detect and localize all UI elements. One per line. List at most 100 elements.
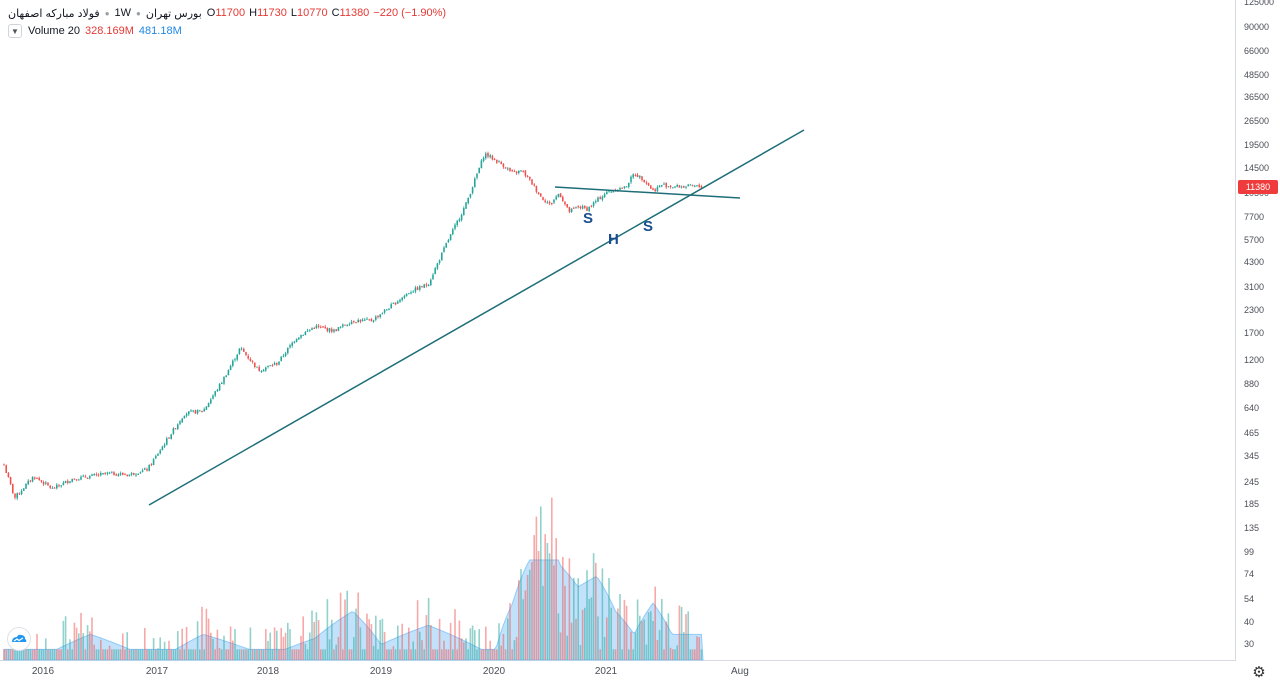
candle-body bbox=[199, 410, 201, 412]
candle-body bbox=[522, 170, 524, 172]
volume-bar bbox=[317, 620, 320, 660]
volume-bar bbox=[504, 649, 507, 660]
candle-body bbox=[177, 424, 179, 429]
y-tick-label: 54 bbox=[1244, 593, 1255, 604]
volume-bar bbox=[636, 599, 639, 660]
candle-body bbox=[31, 476, 34, 482]
volume-bar bbox=[170, 649, 172, 660]
volume-bar bbox=[212, 638, 214, 660]
candle-body bbox=[485, 153, 487, 159]
tradingview-logo-icon[interactable] bbox=[7, 627, 31, 651]
volume-bar bbox=[278, 649, 280, 660]
time-axis[interactable]: 2016 2017 2018 2019 2020 2021 Aug bbox=[0, 661, 1236, 685]
volume-bar bbox=[557, 613, 560, 660]
candle-body bbox=[38, 478, 40, 480]
volume-bar bbox=[298, 649, 300, 660]
candle-body bbox=[533, 184, 535, 186]
volume-bar bbox=[467, 649, 469, 660]
volume-value: 328.169M bbox=[84, 25, 134, 37]
volume-bar bbox=[430, 625, 432, 660]
change-value: −220 (−1.90%) bbox=[373, 7, 447, 19]
volume-label[interactable]: Volume 20 bbox=[28, 25, 80, 37]
candle-body bbox=[663, 183, 665, 185]
volume-bar bbox=[137, 649, 139, 660]
volume-bar bbox=[590, 597, 593, 660]
volume-bar bbox=[260, 649, 263, 660]
volume-bar bbox=[478, 629, 480, 660]
volume-bar bbox=[302, 616, 304, 660]
volume-bar bbox=[326, 599, 329, 660]
candle-body bbox=[144, 468, 146, 470]
y-tick-label: 7700 bbox=[1244, 211, 1265, 222]
volume-bar bbox=[518, 580, 520, 660]
y-tick-label: 345 bbox=[1244, 450, 1260, 461]
y-tick-label: 640 bbox=[1244, 403, 1260, 414]
candle-body bbox=[463, 208, 465, 216]
candle-body bbox=[496, 159, 498, 163]
candle-body bbox=[328, 328, 331, 332]
volume-bar bbox=[95, 649, 98, 660]
volume-bar bbox=[414, 649, 417, 660]
volume-bar bbox=[680, 607, 683, 660]
y-tick-label: 48500 bbox=[1244, 69, 1270, 80]
volume-bar bbox=[416, 600, 419, 660]
candle-body bbox=[590, 206, 593, 208]
candle-body bbox=[205, 406, 208, 410]
candle-body bbox=[247, 355, 249, 359]
volume-bar bbox=[493, 649, 496, 660]
volume-bar bbox=[383, 632, 386, 660]
candle-body bbox=[353, 320, 355, 322]
interval-label[interactable]: 1W bbox=[114, 7, 132, 19]
candle-body bbox=[357, 319, 359, 323]
candle-body bbox=[284, 353, 287, 357]
volume-bar bbox=[698, 637, 700, 660]
candle-body bbox=[696, 185, 698, 187]
price-axis[interactable]: 125000 90000 66000 48500 36500 26500 19500 1450… bbox=[1236, 0, 1280, 661]
candle-body bbox=[423, 284, 425, 288]
candle-body bbox=[480, 160, 483, 169]
volume-bar bbox=[148, 649, 150, 660]
symbol-name[interactable]: فولاد مبارکه اصفهان bbox=[8, 7, 100, 20]
volume-bar bbox=[689, 649, 692, 660]
volume-bar bbox=[306, 649, 309, 660]
volume-bar bbox=[38, 649, 40, 660]
volume-bar bbox=[588, 598, 590, 660]
candle-body bbox=[227, 369, 230, 376]
volume-bar bbox=[548, 553, 551, 660]
candle-body bbox=[438, 260, 441, 263]
volume-bar bbox=[551, 497, 553, 660]
candle-body bbox=[456, 220, 458, 226]
candle-body bbox=[458, 219, 461, 221]
candle-body bbox=[201, 411, 203, 413]
candle-body bbox=[240, 348, 243, 350]
candle-body bbox=[665, 182, 667, 188]
volume-bar bbox=[454, 609, 456, 660]
candle-body bbox=[322, 326, 324, 328]
volume-bar bbox=[592, 553, 595, 660]
volume-bar bbox=[31, 649, 34, 660]
volume-bar bbox=[247, 649, 249, 660]
volume-bar bbox=[645, 644, 648, 660]
volume-bar bbox=[199, 649, 201, 660]
high-value: 11730 bbox=[257, 7, 287, 19]
support-trendline bbox=[148, 129, 805, 506]
volume-bar bbox=[676, 645, 678, 660]
y-tick-label: 30 bbox=[1244, 639, 1255, 649]
candle-body bbox=[368, 319, 370, 321]
price-chart-svg[interactable]: SHS bbox=[0, 0, 1236, 661]
candle-body bbox=[170, 434, 172, 439]
volume-bar bbox=[124, 649, 126, 660]
candle-body bbox=[577, 206, 579, 208]
candle-body bbox=[500, 161, 502, 165]
candle-body bbox=[623, 186, 626, 189]
volume-bar bbox=[630, 631, 632, 660]
volume-bar bbox=[610, 607, 612, 660]
candle-body bbox=[502, 163, 505, 168]
candle-body bbox=[212, 395, 214, 399]
candle-body bbox=[518, 170, 520, 174]
y-tick-label: 5700 bbox=[1244, 234, 1265, 245]
gear-icon[interactable]: ⚙ bbox=[1252, 664, 1266, 681]
candle-body bbox=[632, 174, 634, 178]
chevron-down-icon[interactable]: ▼ bbox=[8, 24, 22, 38]
